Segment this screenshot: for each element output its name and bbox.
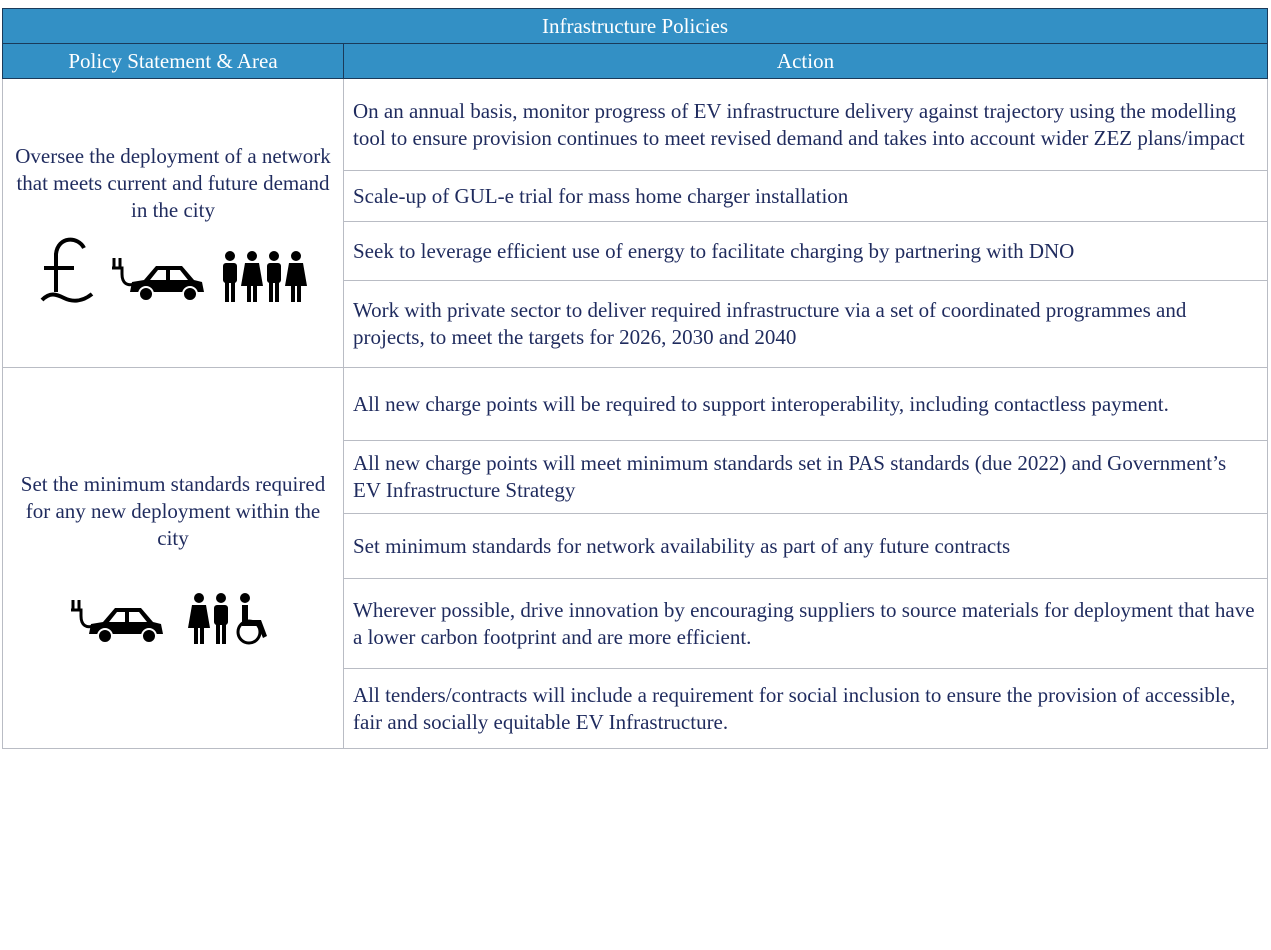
policy-text: Set the minimum standards required for a… (20, 471, 326, 550)
ev-car-icon (112, 257, 204, 302)
icon-row (12, 592, 334, 646)
policy-cell: Set the minimum standards required for a… (2, 367, 344, 749)
action-row: Set the minimum standards required for a… (2, 367, 1268, 749)
policy-cell: Oversee the deployment of a network that… (2, 78, 344, 368)
pound-icon (40, 237, 94, 303)
action-cell: Seek to leverage efficient use of energy… (343, 221, 1268, 281)
action-row: All tenders/contracts will include a req… (3, 668, 1268, 749)
icon-row (12, 234, 334, 304)
policy-table: Infrastructure Policies Policy Statement… (2, 8, 1268, 749)
action-row: All new charge points will meet minimum … (3, 440, 1268, 514)
header-cell: Policy Statement & Area (2, 43, 344, 79)
header-row: Policy Statement & Area Action (2, 43, 1268, 79)
policy-text: Oversee the deployment of a network that… (15, 143, 331, 222)
action-cell: Set minimum standards for network availa… (343, 513, 1268, 579)
action-row: Oversee the deployment of a network that… (2, 78, 1268, 368)
table-title: Infrastructure Policies (2, 8, 1268, 44)
action-cell: All new charge points will be required t… (343, 367, 1268, 441)
action-cell: All new charge points will meet minimum … (343, 440, 1268, 514)
action-row: Seek to leverage efficient use of energy… (3, 221, 1268, 281)
ev-car-icon (71, 599, 163, 644)
action-row: Work with private sector to deliver requ… (3, 280, 1268, 368)
people-wheelchair-icon (188, 592, 267, 644)
action-row: Scale-up of GUL-e trial for mass home ch… (3, 170, 1268, 222)
action-row: Set minimum standards for network availa… (3, 513, 1268, 579)
title-row: Infrastructure Policies (2, 8, 1268, 44)
table-body: Infrastructure Policies Policy Statement… (2, 8, 1268, 749)
people-icon (223, 250, 307, 302)
action-cell: Scale-up of GUL-e trial for mass home ch… (343, 170, 1268, 222)
action-cell: On an annual basis, monitor progress of … (343, 78, 1268, 171)
header-cell: Action (343, 43, 1268, 79)
action-cell: All tenders/contracts will include a req… (343, 668, 1268, 749)
action-cell: Wherever possible, drive innovation by e… (343, 578, 1268, 669)
action-row: Wherever possible, drive innovation by e… (3, 578, 1268, 669)
action-cell: Work with private sector to deliver requ… (343, 280, 1268, 368)
